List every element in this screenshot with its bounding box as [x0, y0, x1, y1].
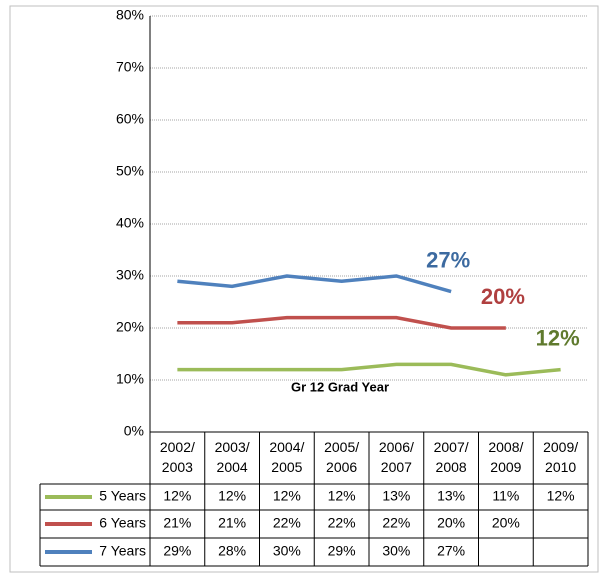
x-tick-label: 2007/2008 [433, 439, 469, 475]
x-tick-label: 2009/2010 [543, 439, 579, 475]
table-value: 13% [437, 488, 465, 504]
table-value: 12% [328, 488, 356, 504]
y-tick-label: 0% [124, 423, 144, 439]
table-value: 12% [163, 488, 191, 504]
table-value: 22% [328, 515, 356, 531]
table-value: 27% [437, 543, 465, 559]
x-tick-label: 2003/2004 [214, 439, 250, 475]
table-value: 22% [382, 515, 410, 531]
y-tick-label: 40% [116, 215, 144, 231]
category-cell: 2005/2006 [324, 439, 360, 475]
x-tick-label: 2006/2007 [378, 439, 414, 475]
table-value: 30% [382, 543, 410, 559]
category-cell: 2008/2009 [488, 439, 524, 475]
x-axis-label: Gr 12 Grad Year [291, 379, 389, 394]
y-tick-label: 10% [116, 371, 144, 387]
table-value: 13% [382, 488, 410, 504]
table-value: 20% [437, 515, 465, 531]
series-line [177, 362, 561, 377]
legend-label: 6 Years [99, 515, 146, 531]
table-value: 28% [218, 543, 246, 559]
category-cell: 2006/2007 [378, 439, 414, 475]
category-cell: 2007/2008 [433, 439, 469, 475]
legend-label: 5 Years [99, 488, 146, 504]
y-tick-label: 70% [116, 59, 144, 75]
table-value: 29% [163, 543, 191, 559]
table-value: 29% [328, 543, 356, 559]
chart-border [9, 5, 599, 573]
category-cell: 2003/2004 [214, 439, 250, 475]
table-value: 30% [273, 543, 301, 559]
table-value: 12% [273, 488, 301, 504]
end-label: 27% [426, 247, 470, 272]
series-line [177, 315, 506, 330]
legend-label: 7 Years [99, 543, 146, 559]
y-tick-label: 50% [116, 163, 144, 179]
table-value: 22% [273, 515, 301, 531]
x-tick-label: 2002/2003 [159, 439, 195, 475]
y-tick-label: 30% [116, 267, 144, 283]
series-line [177, 274, 452, 294]
x-tick-label: 2004/2005 [269, 439, 305, 475]
y-tick-label: 60% [116, 111, 144, 127]
x-tick-label: 2005/2006 [324, 439, 360, 475]
category-cell: 2009/2010 [543, 439, 579, 475]
end-label: 20% [481, 284, 525, 309]
category-cell: 2004/2005 [269, 439, 305, 475]
table-value: 21% [163, 515, 191, 531]
end-label: 12% [536, 325, 580, 350]
y-tick-label: 20% [116, 319, 144, 335]
table-value: 20% [492, 515, 520, 531]
category-cell: 2002/2003 [159, 439, 195, 475]
table-value: 11% [492, 488, 519, 504]
y-tick-label: 80% [116, 7, 144, 23]
table-value: 12% [547, 488, 575, 504]
table-value: 21% [218, 515, 246, 531]
x-tick-label: 2008/2009 [488, 439, 524, 475]
table-value: 12% [218, 488, 246, 504]
